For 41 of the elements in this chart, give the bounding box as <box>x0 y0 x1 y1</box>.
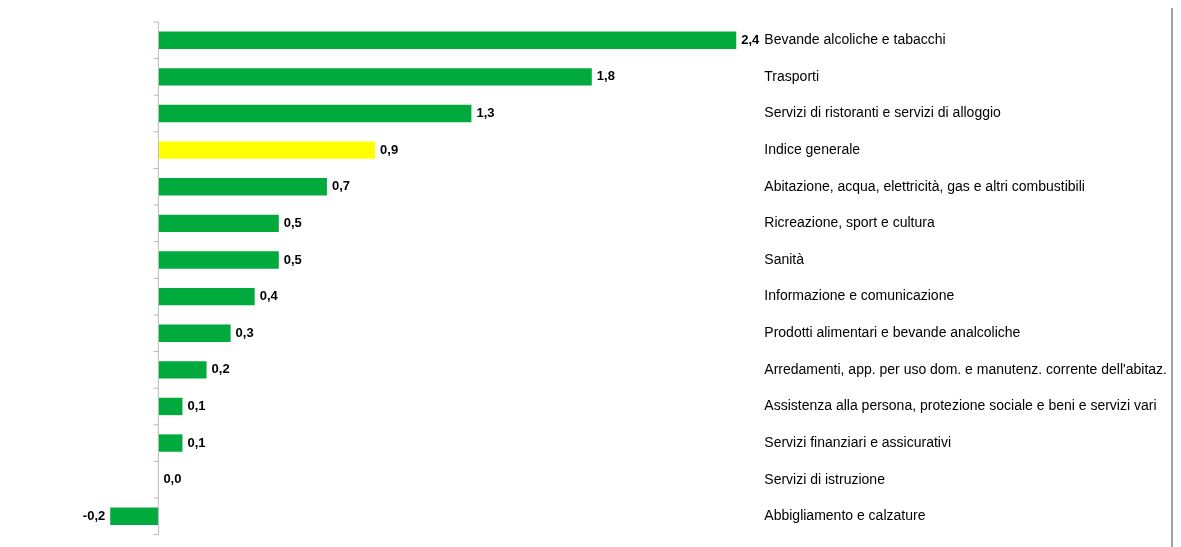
y-tick-label: Abbigliamento e calzature <box>764 507 926 524</box>
y-tick-label: Prodotti alimentari e bevande analcoliche <box>764 324 1021 341</box>
y-tick-label: Informazione e comunicazione <box>764 287 955 304</box>
data-label: 2,4 <box>741 31 761 47</box>
y-tick-label: Servizi finanziari e assicurativi <box>764 433 952 450</box>
bar <box>158 287 255 306</box>
data-label: -0,2 <box>82 507 106 523</box>
y-tick-label: Assistenza alla persona, protezione sociale e beni e servizi vari <box>764 397 1157 414</box>
y-tick-label: Bevande alcoliche e tabacchi <box>764 31 946 48</box>
bar <box>158 214 279 233</box>
bar <box>158 434 183 452</box>
y-tick-label: Abitazione, acqua, elettricità, gas e altri combustibili <box>764 177 1085 194</box>
y-tick-label: Trasporti <box>764 67 820 84</box>
data-label: 0,3 <box>235 324 254 340</box>
bar <box>110 507 159 525</box>
bar <box>158 31 737 49</box>
data-label: 0,7 <box>331 178 351 194</box>
y-tick-label: Ricreazione, sport e cultura <box>764 214 935 231</box>
y-tick-label: Arredamenti, app. per uso dom. e manutenz. corrente dell'abitaz. <box>764 360 1167 377</box>
data-label: 0,5 <box>283 214 302 230</box>
bar <box>158 141 376 159</box>
data-label: 0,1 <box>187 398 206 414</box>
bar <box>158 104 472 123</box>
data-label: 1,3 <box>476 105 495 121</box>
data-label: 1,8 <box>596 68 615 84</box>
bar <box>158 324 231 342</box>
y-tick-label: Sanità <box>764 250 805 267</box>
data-label: 0,0 <box>163 471 182 487</box>
data-label: 0,5 <box>283 251 302 267</box>
bar <box>158 361 207 379</box>
y-tick-label: Servizi di istruzione <box>764 470 886 487</box>
data-label: 0,9 <box>380 141 399 157</box>
data-label: 0,1 <box>187 434 206 450</box>
y-tick-label: Servizi di ristoranti e servizi di alloggio <box>764 104 1002 121</box>
y-tick-label: Indice generale <box>764 141 861 158</box>
bar <box>158 68 592 86</box>
bar <box>158 178 327 196</box>
data-label: 0,2 <box>211 361 230 377</box>
data-label: 0,4 <box>259 288 279 304</box>
bar <box>158 397 183 416</box>
bar <box>158 251 279 269</box>
